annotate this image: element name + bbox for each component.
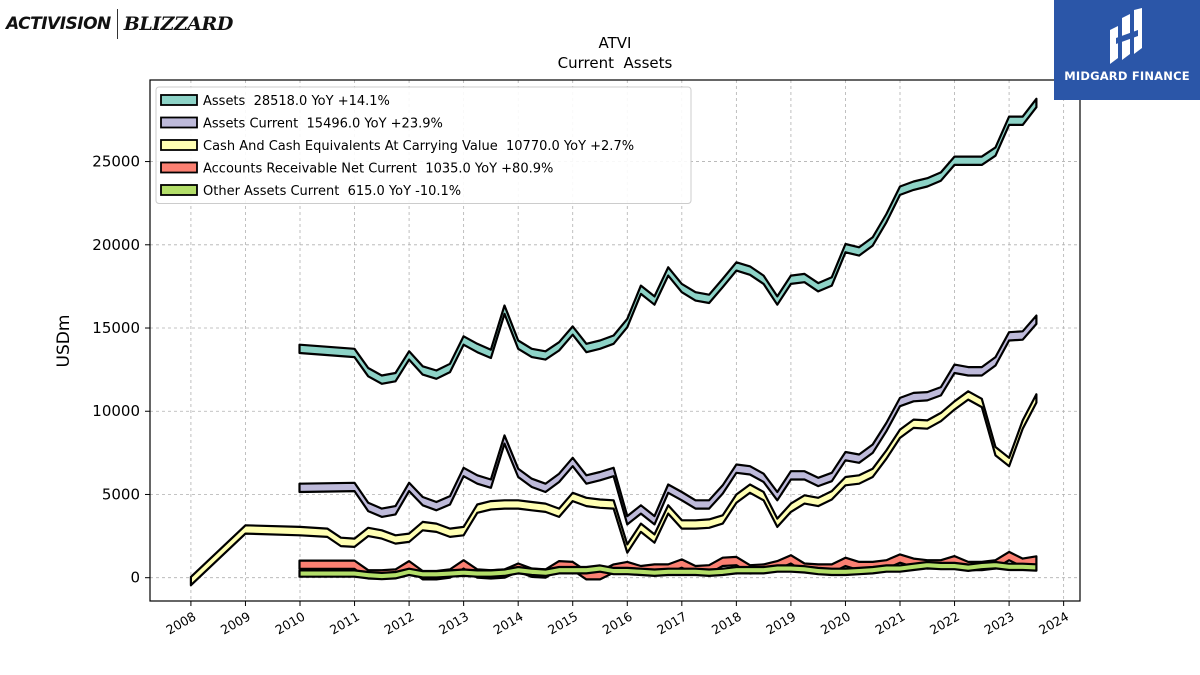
blizzard-logo-text: BLIZZARD [123, 13, 234, 35]
x-tick-label: 2010 [272, 609, 307, 638]
legend-swatch [160, 139, 198, 151]
x-tick-label: 2015 [545, 609, 580, 638]
y-tick-label: 20000 [92, 236, 140, 254]
x-tick-label: 2019 [763, 609, 798, 638]
plot-frame [149, 79, 1081, 602]
x-tick-label: 2021 [872, 609, 907, 638]
x-tick-label: 2023 [982, 609, 1017, 638]
legend-entry: Assets 28518.0 YoY +14.1% [203, 94, 390, 109]
legend-swatch [160, 184, 198, 196]
y-tick-label: 25000 [92, 153, 140, 171]
midgard-logo-icon [1110, 8, 1142, 64]
legend: Assets 28518.0 YoY +14.1% Assets Current … [155, 86, 692, 204]
series-band-assets [298, 97, 1038, 385]
activision-blizzard-logo: ACTIVISION BLIZZARD [6, 6, 233, 42]
x-tick-label: 2020 [818, 609, 853, 638]
x-tick-label: 2017 [654, 609, 689, 638]
x-tick-label: 2011 [327, 609, 362, 638]
x-tick-label: 2022 [927, 609, 962, 638]
legend-entry: Accounts Receivable Net Current 1035.0 Y… [203, 162, 553, 177]
series-layer [189, 97, 1038, 587]
x-tick-label: 2018 [709, 609, 744, 638]
legend-swatch [160, 116, 198, 129]
x-tick-label: 2008 [163, 609, 198, 638]
x-tick-label: 2009 [218, 609, 253, 638]
chart-subtitle: Current Assets [558, 54, 673, 72]
series-band-cash-and-cash-equivalents-at-carrying-value [189, 390, 1038, 587]
chart-title: ATVI [599, 34, 632, 52]
legend-entry: Other Assets Current 615.0 YoY -10.1% [203, 184, 461, 199]
series-band-assets-current [298, 314, 1038, 526]
y-tick-label: 0 [130, 569, 140, 587]
y-axis-label: USDm [54, 315, 74, 368]
activision-logo-text: ACTIVISION [6, 14, 111, 34]
legend-box [155, 86, 692, 204]
y-tick-label: 10000 [92, 402, 140, 420]
logo-divider [116, 9, 118, 39]
midgard-finance-text: MIDGARD FINANCE [1064, 69, 1190, 83]
x-tick-label: 2024 [1036, 609, 1071, 638]
y-tick-label: 15000 [92, 319, 140, 337]
x-tick-label: 2014 [491, 609, 526, 638]
legend-entry: Cash And Cash Equivalents At Carrying Va… [203, 139, 634, 154]
x-tick-label: 2016 [600, 609, 635, 638]
series-band-other-assets-current [298, 560, 1038, 581]
midgard-finance-logo: MIDGARD FINANCE [1054, 0, 1200, 100]
x-tick-label: 2013 [436, 609, 471, 638]
legend-entry: Assets Current 15496.0 YoY +23.9% [203, 117, 443, 132]
legend-swatch [160, 94, 198, 106]
legend-swatch [160, 161, 198, 174]
x-tick-label: 2012 [382, 609, 417, 638]
y-tick-label: 5000 [102, 485, 140, 503]
